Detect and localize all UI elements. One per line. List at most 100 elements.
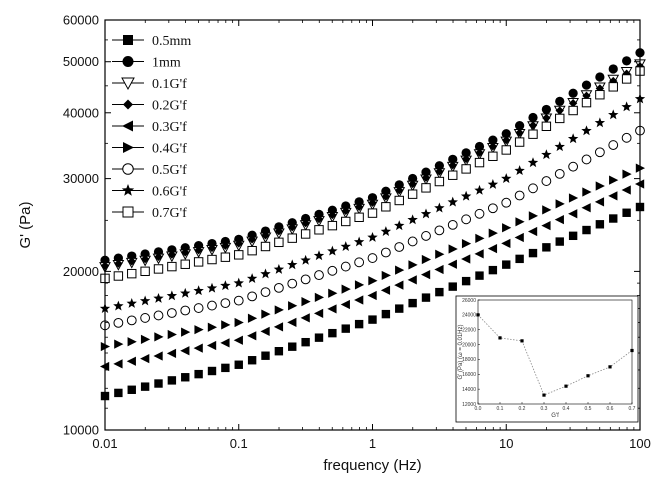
data-point bbox=[153, 292, 164, 303]
data-point bbox=[300, 313, 310, 323]
x-tick-label: 0.01 bbox=[92, 436, 117, 451]
data-point bbox=[555, 96, 565, 106]
data-point bbox=[487, 244, 498, 254]
data-point bbox=[542, 113, 551, 123]
data-point bbox=[608, 109, 619, 120]
data-point bbox=[126, 298, 137, 308]
data-point bbox=[114, 259, 123, 268]
inset-frame bbox=[455, 295, 639, 423]
data-point bbox=[621, 132, 632, 143]
data-point bbox=[434, 161, 444, 171]
data-point bbox=[622, 169, 632, 179]
x-tick-label: 1 bbox=[369, 436, 376, 451]
data-point bbox=[154, 332, 164, 342]
data-point bbox=[581, 203, 591, 213]
data-point bbox=[595, 220, 605, 229]
data-point bbox=[301, 296, 311, 307]
y-tick-label: 20000 bbox=[63, 264, 99, 279]
data-point bbox=[555, 106, 564, 115]
data-point bbox=[435, 167, 444, 176]
data-point bbox=[140, 254, 150, 264]
data-point bbox=[313, 308, 324, 319]
inset-point bbox=[586, 374, 590, 378]
data-point bbox=[327, 265, 338, 276]
data-point bbox=[153, 351, 163, 361]
data-point bbox=[408, 298, 417, 308]
data-point bbox=[501, 197, 512, 208]
data-point bbox=[113, 317, 124, 328]
legend-label: 0.6G'f bbox=[152, 185, 187, 200]
data-point bbox=[474, 157, 485, 168]
legend-marker bbox=[123, 35, 133, 45]
data-point bbox=[260, 326, 270, 336]
data-point bbox=[167, 329, 177, 340]
data-point bbox=[193, 343, 203, 353]
data-point bbox=[140, 334, 151, 344]
legend-item: 0.3G'f bbox=[112, 120, 187, 135]
legend: 0.5mm 1mm 0.1G'f 0.2G'f 0.3G'f 0.4G'f 0.5G'f 0.… bbox=[112, 34, 191, 221]
data-point bbox=[528, 129, 538, 139]
data-point bbox=[568, 161, 579, 172]
data-point bbox=[488, 265, 498, 275]
data-point bbox=[180, 346, 190, 356]
data-point bbox=[380, 285, 391, 295]
data-point bbox=[568, 88, 578, 98]
data-point bbox=[380, 226, 392, 236]
data-point bbox=[166, 308, 177, 318]
data-point bbox=[395, 185, 404, 195]
data-point bbox=[421, 183, 431, 193]
data-point bbox=[527, 157, 539, 168]
legend-marker bbox=[121, 77, 135, 91]
data-point bbox=[555, 113, 565, 124]
data-point bbox=[260, 268, 271, 279]
data-point bbox=[408, 179, 417, 189]
inset-x-tick-label: 0.6 bbox=[607, 406, 614, 412]
data-point bbox=[554, 168, 565, 179]
data-point bbox=[234, 360, 243, 369]
legend-label: 0.1G'f bbox=[152, 77, 187, 92]
inset-y-axis-title: G' (Pa) (ω = 0.01Hz) bbox=[458, 324, 464, 379]
data-point bbox=[622, 208, 631, 217]
data-point bbox=[367, 290, 377, 301]
data-point bbox=[501, 173, 512, 184]
data-point bbox=[354, 280, 365, 290]
y-tick-label: 10000 bbox=[63, 423, 99, 438]
data-point bbox=[515, 121, 525, 131]
data-point bbox=[274, 237, 284, 248]
data-point bbox=[247, 291, 258, 302]
data-point bbox=[288, 222, 297, 232]
inset-y-tick-label: 12000 bbox=[462, 402, 476, 408]
inset-plot-frame bbox=[477, 299, 633, 405]
legend-label: 0.7G'f bbox=[152, 206, 187, 221]
data-point bbox=[435, 287, 444, 297]
legend-marker bbox=[122, 206, 134, 218]
data-point bbox=[447, 219, 458, 230]
data-point bbox=[113, 271, 124, 281]
data-point bbox=[261, 309, 271, 319]
data-point bbox=[434, 264, 444, 275]
data-point bbox=[528, 211, 539, 221]
data-point bbox=[381, 202, 391, 212]
data-point bbox=[541, 104, 551, 115]
data-point bbox=[381, 192, 391, 201]
data-point bbox=[608, 191, 618, 201]
data-point bbox=[181, 248, 190, 257]
data-point bbox=[274, 347, 284, 356]
data-point bbox=[368, 315, 377, 324]
data-point bbox=[542, 243, 551, 252]
legend-item: 0.5G'f bbox=[112, 163, 187, 178]
inset-x-tick-label: 0.7 bbox=[629, 406, 636, 412]
inset-point bbox=[542, 393, 546, 397]
data-point bbox=[113, 359, 123, 369]
data-point bbox=[421, 254, 432, 265]
data-point bbox=[207, 322, 218, 332]
data-point bbox=[527, 226, 538, 237]
data-point bbox=[287, 317, 297, 327]
data-point bbox=[314, 292, 325, 303]
data-point bbox=[568, 99, 578, 108]
data-point bbox=[153, 310, 164, 321]
legend-label: 0.2G'f bbox=[152, 99, 187, 114]
data-point bbox=[502, 223, 512, 233]
data-point bbox=[514, 190, 525, 201]
data-point bbox=[166, 348, 177, 359]
